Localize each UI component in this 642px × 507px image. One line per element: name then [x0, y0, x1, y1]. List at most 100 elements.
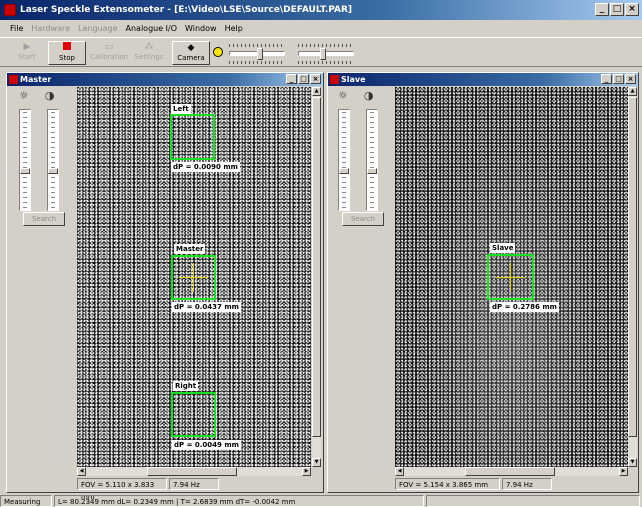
app-logo-icon: [4, 4, 16, 16]
frame-rate: 7.94 Hz: [169, 478, 219, 490]
roi-displacement: dP = 0.0049 mm: [172, 440, 241, 450]
slave-title: Slave: [341, 75, 366, 84]
status-empty-cell: [426, 495, 640, 507]
slider-thumb[interactable]: [339, 168, 349, 174]
slider-thumb[interactable]: [367, 168, 377, 174]
sun-icon: ☼: [338, 89, 348, 102]
window-controls: _ □ ×: [595, 3, 639, 16]
settings-button[interactable]: ⁂ Settings: [130, 41, 168, 65]
scroll-down-button[interactable]: ▼: [312, 458, 321, 467]
scroll-thumb[interactable]: [312, 97, 321, 437]
slave-speckle-image[interactable]: Slave dP = 0.2786 mm: [395, 87, 628, 467]
scroll-up-button[interactable]: ▲: [628, 87, 637, 96]
maximize-button[interactable]: □: [613, 74, 624, 84]
app-logo-icon: [330, 75, 339, 84]
frame-rate: 7.94 Hz: [502, 478, 552, 490]
stop-label: Stop: [59, 54, 75, 62]
minimize-button[interactable]: _: [286, 74, 297, 84]
roi-displacement: dP = 0.0437 mm: [172, 302, 241, 312]
fov-readout: FOV = 5.154 x 3.865 mm: [395, 478, 500, 490]
horizontal-scrollbar[interactable]: ◀ ▶: [395, 467, 628, 476]
fov-readout: FOV = 5.110 x 3.833 mm: [77, 478, 167, 501]
app-logo-icon: [9, 75, 18, 84]
roi-label: Left: [171, 104, 191, 114]
start-label: Start: [18, 53, 36, 61]
scroll-left-button[interactable]: ◀: [77, 467, 86, 476]
slider-thumb[interactable]: [48, 168, 58, 174]
contrast-slider[interactable]: [366, 109, 378, 211]
close-button[interactable]: ×: [310, 74, 321, 84]
scroll-thumb[interactable]: [628, 97, 637, 437]
scroll-right-button[interactable]: ▶: [619, 467, 628, 476]
toolbar-slider-2[interactable]: [298, 44, 354, 64]
brightness-slider[interactable]: [338, 109, 350, 211]
slave-window: Slave _ □ × ☼ ◑ Search Slave dP = 0.2786…: [327, 72, 639, 493]
scroll-down-button[interactable]: ▼: [628, 458, 637, 467]
crosshair: [510, 263, 511, 291]
contrast-slider[interactable]: [47, 109, 59, 211]
slave-titlebar[interactable]: Slave _ □ ×: [328, 73, 638, 86]
image-adjust-icons: ☼ ◑: [338, 89, 373, 102]
scroll-up-button[interactable]: ▲: [312, 87, 321, 96]
master-info-bar: FOV = 5.110 x 3.833 mm 7.94 Hz: [77, 478, 221, 501]
window-controls: _ □ ×: [286, 74, 321, 84]
contrast-icon: ◑: [44, 89, 55, 102]
roi-master-box[interactable]: [171, 255, 216, 300]
slider-thumb[interactable]: [257, 48, 263, 60]
scroll-right-button[interactable]: ▶: [302, 467, 311, 476]
app-titlebar[interactable]: Laser Speckle Extensometer - [E:\Video\L…: [0, 0, 642, 20]
horizontal-scrollbar[interactable]: ◀ ▶: [77, 467, 311, 476]
search-button[interactable]: Search: [23, 212, 65, 226]
maximize-button[interactable]: □: [298, 74, 309, 84]
close-button[interactable]: ×: [625, 74, 636, 84]
start-button[interactable]: ▶ Start: [8, 41, 46, 65]
roi-slave-box[interactable]: [487, 254, 534, 300]
brightness-slider[interactable]: [19, 109, 31, 211]
camera-icon: ◆: [187, 43, 195, 53]
master-title: Master: [20, 75, 52, 84]
stop-button[interactable]: Stop: [48, 41, 86, 65]
camera-button[interactable]: ◆ Camera: [172, 41, 210, 65]
calibration-button[interactable]: ▭ Calibration: [90, 41, 128, 65]
vertical-scrollbar[interactable]: ▲ ▼: [312, 87, 321, 467]
menu-hardware[interactable]: Hardware: [31, 23, 71, 33]
status-indicator-light: [213, 47, 223, 57]
master-speckle-image[interactable]: Left dP = 0.0090 mm Master dP = 0.0437 m…: [77, 87, 311, 467]
crosshair: [193, 263, 194, 292]
menu-analogue-io[interactable]: Analogue I/O: [125, 23, 178, 33]
app-title: Laser Speckle Extensometer - [E:\Video\L…: [20, 5, 353, 15]
menu-window[interactable]: Window: [185, 23, 217, 33]
slider-thumb[interactable]: [320, 48, 326, 60]
sun-icon: ☼: [19, 89, 29, 102]
toolbar-slider-1[interactable]: [229, 44, 285, 64]
settings-label: Settings: [134, 53, 164, 61]
search-button[interactable]: Search: [342, 212, 384, 226]
play-icon: ▶: [23, 42, 31, 52]
status-bar: Measuring L= 80.2349 mm dL= 0.2349 mm | …: [0, 495, 642, 507]
roi-right-box[interactable]: [171, 392, 216, 437]
master-titlebar[interactable]: Master _ □ ×: [7, 73, 323, 86]
roi-label: Slave: [490, 243, 516, 253]
slider-thumb[interactable]: [20, 168, 30, 174]
master-window: Master _ □ × ☼ ◑ Search Left dP = 0.0090…: [6, 72, 324, 501]
scroll-left-button[interactable]: ◀: [395, 467, 404, 476]
vertical-scrollbar[interactable]: ▲ ▼: [628, 87, 637, 467]
camera-label: Camera: [177, 54, 205, 62]
menu-bar: File Hardware Language Analogue I/O Wind…: [0, 20, 642, 36]
menu-language[interactable]: Language: [78, 23, 118, 33]
roi-displacement: dP = 0.0090 mm: [171, 162, 240, 172]
toolbar: ▶ Start Stop ▭ Calibration ⁂ Settings ◆ …: [0, 37, 642, 67]
scroll-thumb[interactable]: [465, 467, 555, 476]
close-button[interactable]: ×: [625, 3, 639, 16]
status-measurements: L= 80.2349 mm dL= 0.2349 mm | T= 2.6839 …: [54, 495, 424, 507]
contrast-icon: ◑: [363, 89, 374, 102]
minimize-button[interactable]: _: [595, 3, 609, 16]
roi-left-box[interactable]: [170, 114, 215, 160]
menu-file[interactable]: File: [10, 23, 24, 33]
maximize-button[interactable]: □: [610, 3, 624, 16]
menu-help[interactable]: Help: [224, 23, 243, 33]
scroll-thumb[interactable]: [147, 467, 237, 476]
minimize-button[interactable]: _: [601, 74, 612, 84]
slave-info-bar: FOV = 5.154 x 3.865 mm 7.94 Hz: [395, 478, 554, 490]
image-adjust-icons: ☼ ◑: [19, 89, 54, 102]
